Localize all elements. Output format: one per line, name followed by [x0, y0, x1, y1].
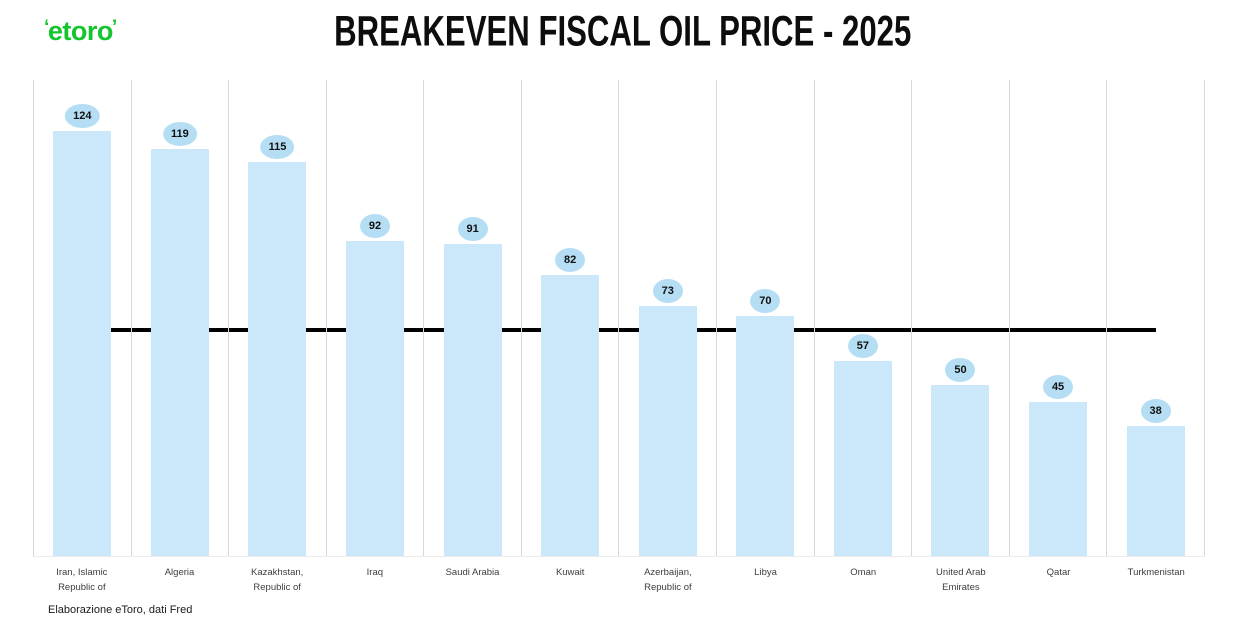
category-label: United Arab Emirates: [912, 566, 1010, 595]
chart-column: 57: [815, 80, 913, 556]
category-label-text: Turkmenistan: [1127, 567, 1185, 578]
chart-column: 119: [132, 80, 230, 556]
chart-column: 70: [717, 80, 815, 556]
chart-column: 82: [522, 80, 620, 556]
chart-title: BREAKEVEN FISCAL OIL PRICE - 2025: [333, 6, 912, 56]
bar: [248, 162, 307, 556]
category-label-text: United Arab Emirates: [936, 567, 986, 593]
bar: [931, 384, 990, 556]
category-label: Azerbaijan, Republic of: [619, 566, 717, 595]
chart-column: 115: [229, 80, 327, 556]
bar-value-bubble: 45: [1043, 374, 1074, 399]
bar-value-bubble: 82: [555, 248, 586, 273]
category-label: Kazakhstan, Republic of: [228, 566, 326, 595]
bar: [53, 131, 112, 556]
bar: [1126, 425, 1185, 556]
bar-value-bubble: 38: [1140, 398, 1171, 423]
category-label: Iran, Islamic Republic of: [33, 566, 131, 595]
source-note: Elaborazione eToro, dati Fred: [48, 604, 193, 616]
bar-value-bubble: 124: [65, 104, 100, 129]
bar-value-bubble: 57: [847, 333, 878, 358]
category-label: Algeria: [131, 566, 229, 595]
category-label-text: Iraq: [366, 567, 384, 578]
category-label-text: Azerbaijan, Republic of: [644, 567, 692, 593]
category-label-text: Kazakhstan, Republic of: [251, 567, 304, 593]
category-label-text: Libya: [754, 567, 777, 578]
chart-column: 124: [34, 80, 132, 556]
chart-column: 38: [1107, 80, 1205, 556]
bar: [1029, 401, 1088, 556]
x-axis-labels: Iran, Islamic Republic of Algeria Kazakhst…: [33, 566, 1205, 595]
bar: [638, 306, 697, 556]
category-label: Iraq: [326, 566, 424, 595]
bar-value-bubble: 91: [457, 217, 488, 242]
bar-value-bubble: 119: [162, 121, 197, 146]
bar-value-bubble: 70: [750, 289, 781, 314]
chart-column: 91: [424, 80, 522, 556]
chart-column: 73: [619, 80, 718, 556]
bar: [833, 360, 892, 556]
bull-horn-left-icon: ‘: [44, 16, 49, 38]
chart-title-container: BREAKEVEN FISCAL OIL PRICE - 2025: [0, 6, 1245, 56]
plot-area: 124 119 115 92 91 82 73 70 57 50 45 38: [33, 80, 1205, 557]
category-label: Turkmenistan: [1107, 566, 1205, 595]
bar: [150, 148, 209, 556]
category-label-text: Qatar: [1046, 567, 1071, 578]
bar-value-bubble: 92: [360, 213, 391, 238]
bar-value-bubble: 73: [652, 279, 683, 304]
category-label-text: Algeria: [164, 567, 195, 578]
bar-value-bubble: 50: [945, 357, 976, 382]
etoro-logo: ‘etoro’: [44, 16, 117, 46]
bar: [736, 316, 795, 556]
bar: [541, 275, 600, 556]
category-label-text: Iran, Islamic Republic of: [56, 567, 108, 593]
category-label-text: Kuwait: [555, 567, 585, 578]
etoro-logo-text: etoro: [47, 16, 114, 46]
chart-column: 45: [1010, 80, 1108, 556]
chart-column: 50: [912, 80, 1010, 556]
chart-column: 92: [327, 80, 425, 556]
bull-horn-right-icon: ’: [111, 16, 117, 38]
category-label: Oman: [814, 566, 912, 595]
category-label: Libya: [717, 566, 815, 595]
bar-value-bubble: 115: [260, 135, 295, 160]
reference-line: [82, 327, 1157, 332]
bar: [346, 240, 405, 556]
bar: [443, 244, 502, 556]
category-label: Saudi Arabia: [424, 566, 522, 595]
category-label-text: Saudi Arabia: [445, 567, 500, 578]
category-label-text: Oman: [850, 567, 877, 578]
category-label: Kuwait: [521, 566, 619, 595]
category-label: Qatar: [1010, 566, 1108, 595]
